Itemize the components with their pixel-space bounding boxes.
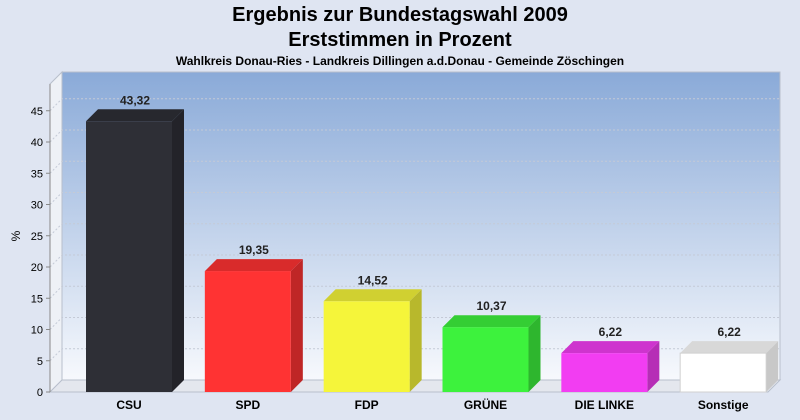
y-axis-title: % [9, 230, 23, 241]
value-label: 43,32 [120, 93, 150, 107]
bar-front [86, 121, 172, 392]
gridline [49, 98, 780, 112]
bar-top [204, 259, 303, 272]
bar-csu [86, 109, 184, 392]
category-label: DIE LINKE [575, 398, 634, 412]
category-label: CSU [116, 398, 141, 412]
category-label: FDP [355, 398, 379, 412]
bar-side [172, 109, 184, 392]
chart-caption: Wahlkreis Donau-Ries - Landkreis Dilling… [175, 54, 625, 68]
gridline [49, 317, 780, 330]
gridline [49, 192, 780, 205]
bar-spd [204, 259, 303, 392]
gridline [49, 223, 780, 237]
value-label: 6,22 [599, 325, 623, 339]
bar-top [323, 289, 422, 302]
bar-grüne [442, 315, 541, 392]
y-tick-label: 20 [31, 262, 43, 274]
category-label: SPD [235, 398, 260, 412]
gridline [49, 254, 780, 268]
chart-title: Ergebnis zur Bundestagswahl 2009 [232, 4, 568, 26]
bar-die-linke [561, 341, 660, 392]
value-label: 10,37 [476, 299, 506, 313]
bar-front [561, 353, 648, 392]
bar-side [647, 341, 660, 392]
y-tick-label: 0 [37, 387, 43, 399]
bar-front [204, 271, 291, 392]
value-label: 14,52 [358, 273, 388, 287]
value-label: 19,35 [239, 243, 269, 257]
gridline [49, 348, 780, 362]
bars: 43,32 19,35 14,52 10,37 6,22 6,22 [86, 93, 779, 393]
bar-side [290, 259, 303, 392]
side-wall [49, 70, 63, 394]
bar-side [409, 289, 422, 392]
bar-side [766, 341, 779, 392]
gridlines [49, 98, 780, 362]
bar-front [679, 352, 767, 393]
gridline [49, 160, 780, 174]
bar-sonstige [679, 341, 779, 393]
bar-top [561, 341, 660, 354]
y-tick-label: 5 [37, 356, 43, 368]
bar-side [528, 315, 541, 392]
y-tick-label: 15 [31, 293, 43, 305]
y-tick-label: 45 [31, 106, 43, 118]
y-tick-label: 40 [31, 137, 43, 149]
category-labels: CSU SPD FDP GRÜNE DIE LINKE Sonstige [116, 397, 749, 412]
y-tick-label: 25 [31, 231, 43, 243]
gridline [49, 129, 780, 143]
bar-front [323, 301, 410, 392]
category-label: Sonstige [698, 398, 749, 412]
bar-top [442, 315, 541, 328]
value-label: 6,22 [717, 325, 741, 339]
y-tick-label: 35 [31, 168, 43, 180]
gridline [49, 285, 780, 299]
y-tick-label: 30 [31, 200, 43, 212]
bar-top [680, 341, 779, 354]
bar-top [86, 109, 184, 122]
bar-front [442, 327, 529, 392]
category-label: GRÜNE [464, 397, 507, 412]
y-tick-label: 10 [31, 325, 43, 337]
chart-subtitle: Erststimmen in Prozent [288, 29, 512, 51]
bar-fdp [323, 289, 422, 392]
y-axis-ticks: 0 5 10 15 20 25 30 35 40 45 [31, 84, 51, 399]
